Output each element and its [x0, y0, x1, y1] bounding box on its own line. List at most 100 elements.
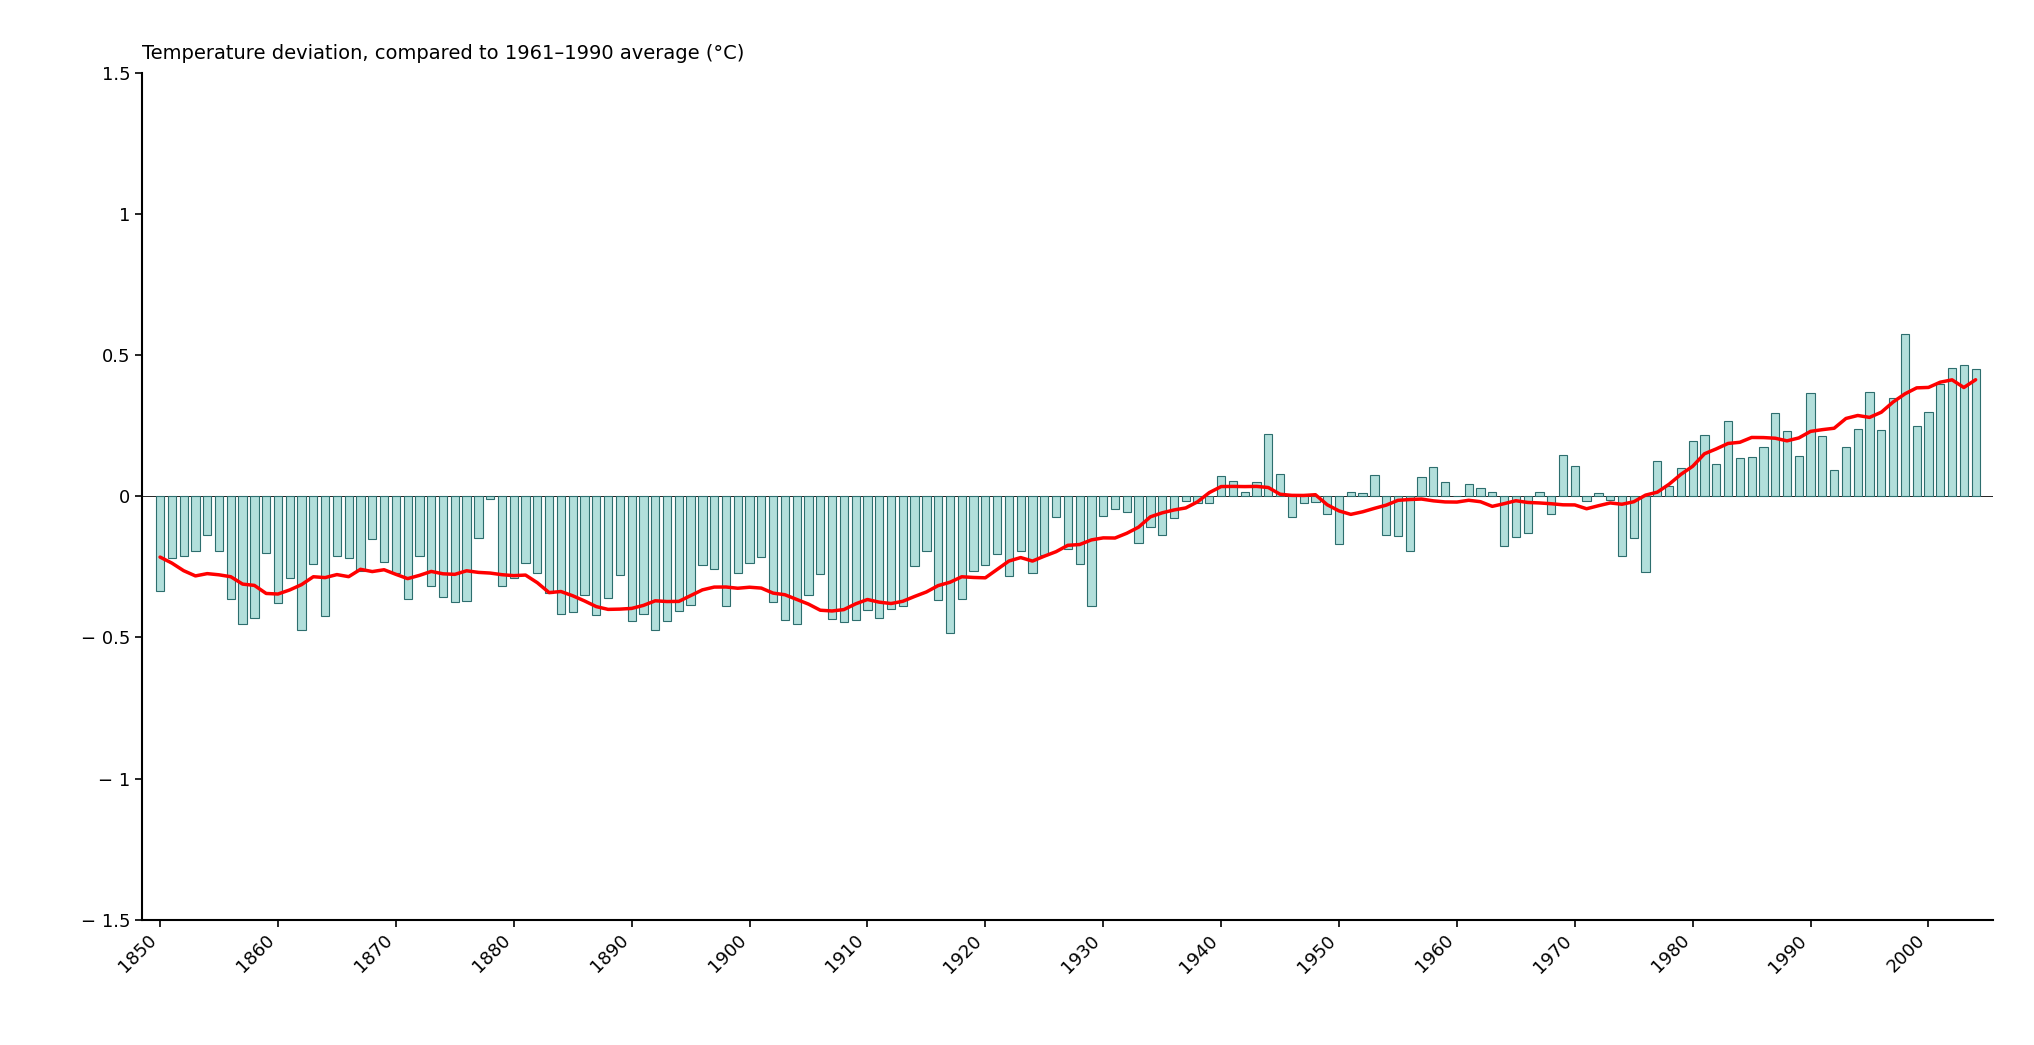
Bar	[793, 496, 801, 624]
Bar	[226, 496, 236, 599]
Bar	[946, 496, 954, 633]
Bar	[1548, 496, 1556, 514]
Text: Temperature deviation, compared to 1961–1990 average (°C): Temperature deviation, compared to 1961–…	[142, 44, 744, 64]
Bar	[757, 496, 765, 557]
Bar	[1936, 385, 1945, 496]
Bar	[816, 496, 824, 574]
Bar	[533, 496, 541, 573]
Bar	[911, 496, 919, 566]
Bar	[1806, 393, 1814, 496]
Bar	[639, 496, 647, 614]
Bar	[1725, 421, 1733, 496]
Bar	[675, 496, 683, 611]
Bar	[1381, 496, 1391, 535]
Bar	[1582, 496, 1591, 502]
Bar	[462, 496, 470, 601]
Bar	[769, 496, 777, 602]
Bar	[1253, 482, 1261, 496]
Bar	[179, 496, 187, 557]
Bar	[1747, 458, 1755, 496]
Bar	[1017, 496, 1025, 551]
Bar	[1206, 496, 1214, 503]
Bar	[1371, 474, 1379, 496]
Bar	[1182, 496, 1190, 502]
Bar	[862, 496, 871, 610]
Bar	[380, 496, 388, 562]
Bar	[452, 496, 460, 603]
Bar	[1489, 492, 1497, 496]
Bar	[875, 496, 883, 619]
Bar	[710, 496, 718, 568]
Bar	[1265, 435, 1273, 496]
Bar	[1784, 432, 1792, 496]
Bar	[744, 496, 755, 563]
Bar	[1135, 496, 1143, 543]
Bar	[970, 496, 978, 572]
Bar	[250, 496, 258, 618]
Bar	[1005, 496, 1013, 576]
Bar	[663, 496, 671, 621]
Bar	[1147, 496, 1155, 527]
Bar	[1440, 482, 1450, 496]
Bar	[616, 496, 624, 575]
Bar	[368, 496, 376, 539]
Bar	[415, 496, 423, 557]
Bar	[1971, 369, 1979, 496]
Bar	[570, 496, 578, 611]
Bar	[1511, 496, 1519, 537]
Bar	[285, 496, 293, 578]
Bar	[1831, 470, 1839, 496]
Bar	[1853, 428, 1861, 496]
Bar	[167, 496, 177, 558]
Bar	[629, 496, 637, 621]
Bar	[840, 496, 848, 622]
Bar	[781, 496, 789, 620]
Bar	[321, 496, 330, 616]
Bar	[1029, 496, 1037, 573]
Bar	[344, 496, 352, 558]
Bar	[1359, 492, 1367, 496]
Bar	[1949, 368, 1957, 496]
Bar	[604, 496, 612, 598]
Bar	[1347, 492, 1355, 496]
Bar	[899, 496, 907, 606]
Bar	[722, 496, 730, 605]
Bar	[393, 496, 401, 573]
Bar	[427, 496, 435, 586]
Bar	[698, 496, 706, 565]
Bar	[498, 496, 506, 585]
Bar	[993, 496, 1001, 555]
Bar	[486, 496, 494, 500]
Bar	[1157, 496, 1165, 535]
Bar	[1405, 496, 1414, 552]
Bar	[1959, 366, 1969, 496]
Bar	[1912, 426, 1920, 496]
Bar	[1713, 464, 1721, 496]
Bar	[1194, 496, 1202, 504]
Bar	[356, 496, 364, 571]
Bar	[557, 496, 565, 613]
Bar	[1088, 496, 1096, 606]
Bar	[191, 496, 199, 551]
Bar	[1064, 496, 1072, 549]
Bar	[1877, 429, 1886, 496]
Bar	[1039, 496, 1048, 555]
Bar	[1629, 496, 1637, 538]
Bar	[1393, 496, 1401, 536]
Bar	[1570, 466, 1578, 496]
Bar	[1076, 496, 1084, 564]
Bar	[1300, 496, 1308, 503]
Bar	[803, 496, 814, 595]
Bar	[1558, 455, 1566, 496]
Bar	[262, 496, 271, 553]
Bar	[958, 496, 966, 599]
Bar	[545, 496, 553, 593]
Bar	[157, 496, 165, 591]
Bar	[1536, 491, 1544, 496]
Bar	[309, 496, 317, 563]
Bar	[1499, 496, 1507, 545]
Bar	[1229, 481, 1237, 496]
Bar	[828, 496, 836, 619]
Bar	[1052, 496, 1060, 516]
Bar	[980, 496, 989, 565]
